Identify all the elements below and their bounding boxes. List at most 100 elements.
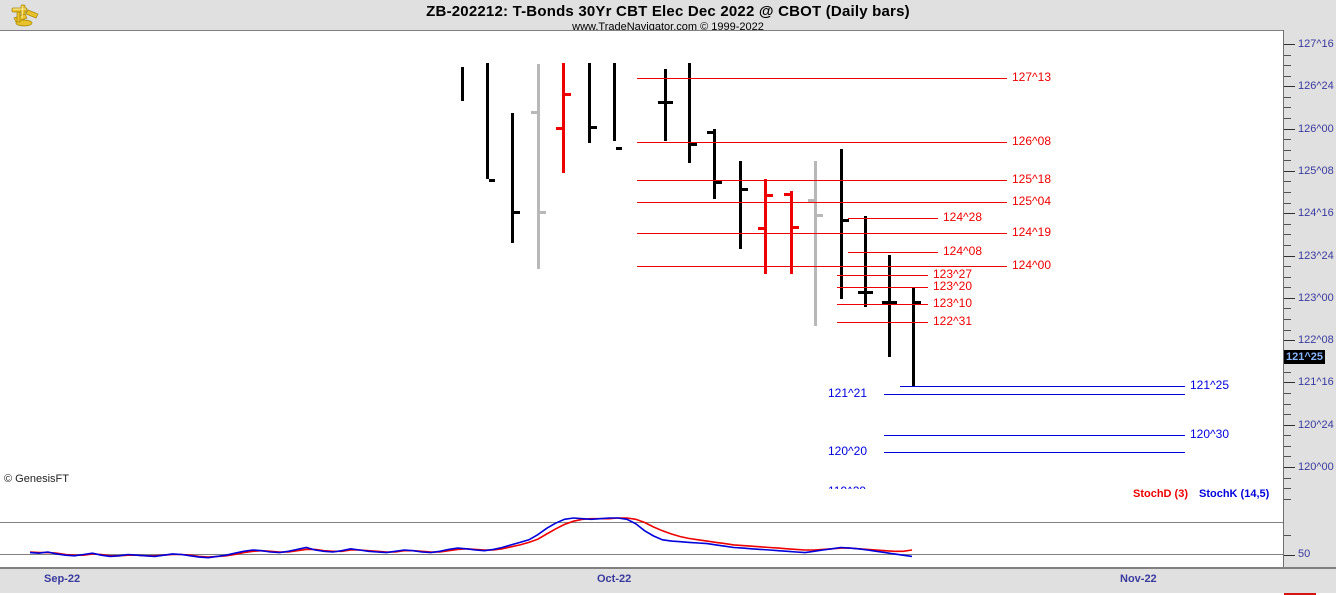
resistance-label: 124^28 [943,210,982,224]
cannon-logo-icon [11,4,39,27]
price-axis-minor-tick [1284,160,1291,161]
stochastic-indicator-pane[interactable]: StochD (3) StochK (14,5) [0,489,1283,568]
ohlc-close-tick [891,301,897,304]
price-axis-tick [1284,298,1295,299]
price-axis-minor-tick [1284,224,1291,225]
ohlc-bar [713,129,716,199]
resistance-line[interactable] [848,218,938,219]
resistance-line[interactable] [637,202,1007,203]
price-axis-label: 121^16 [1298,376,1334,388]
price-axis-minor-tick [1284,404,1291,405]
price-axis-minor-tick [1284,287,1291,288]
resistance-label: 127^13 [1012,70,1051,84]
resistance-line[interactable] [848,252,938,253]
ohlc-open-tick [808,199,814,202]
ohlc-bar [486,63,489,179]
price-axis-minor-tick [1284,139,1291,140]
date-axis-label: Sep-22 [44,573,81,585]
price-axis[interactable]: 127^16 126^24 126^00 125^08 124^16 123^24 123^… [1283,30,1336,595]
ohlc-open-tick [556,127,562,130]
ohlc-bar [511,113,514,243]
price-axis-minor-tick [1284,414,1291,415]
price-axis-minor-tick [1284,319,1291,320]
ohlc-bar [461,67,464,101]
resistance-line[interactable] [837,287,928,288]
support-line[interactable] [884,435,1185,436]
price-axis-tick [1284,171,1295,172]
support-line[interactable] [900,386,1185,387]
ohlc-close-tick [514,211,520,214]
resistance-line[interactable] [637,142,1007,143]
support-label: 119^29 [828,485,866,489]
date-axis-label: Oct-22 [597,573,632,585]
support-label: 120^20 [828,444,867,458]
ohlc-close-tick [716,181,722,184]
date-axis[interactable]: Sep-22 Oct-22 Nov-22 [0,567,1336,593]
ohlc-bar [688,63,691,163]
price-axis-minor-tick [1284,181,1291,182]
price-chart-pane[interactable]: 127^13 126^08 125^18 125^04 124^28 124^19 124^… [0,30,1283,490]
ohlc-close-tick [667,101,673,104]
resistance-line[interactable] [637,266,1007,267]
resistance-line[interactable] [637,78,1007,79]
resistance-line[interactable] [837,275,928,276]
ohlc-bar [613,63,616,141]
resistance-label: 125^04 [1012,194,1051,208]
ohlc-bar [790,191,793,274]
resistance-line[interactable] [637,233,1007,234]
ohlc-close-tick [742,188,748,191]
support-label: 121^25 [1190,378,1229,392]
stochastic-plot [29,517,913,559]
price-axis-label: 127^16 [1298,38,1334,50]
price-axis-minor-tick [1284,393,1291,394]
indicator-midline [0,522,1283,523]
price-axis-tick [1284,467,1295,468]
ohlc-open-tick [758,227,764,230]
resistance-line[interactable] [637,180,1007,181]
price-axis-minor-tick [1284,55,1291,56]
support-label: 120^30 [1190,427,1229,441]
price-axis-minor-tick [1284,65,1291,66]
ohlc-bar [912,287,915,387]
price-axis-tick [1284,425,1295,426]
price-axis-minor-tick [1284,488,1291,489]
ohlc-bar [537,64,540,269]
support-line[interactable] [884,452,1185,453]
resistance-line[interactable] [837,304,928,305]
price-axis-minor-tick [1284,76,1291,77]
ohlc-close-tick [691,143,697,146]
price-axis-minor-tick [1284,308,1291,309]
indicator-baseline [0,554,1283,555]
price-axis-minor-tick [1284,478,1291,479]
price-axis-label: 124^16 [1298,207,1334,219]
resistance-label: 123^27 [933,267,972,281]
resistance-label: 126^08 [1012,134,1051,148]
price-axis-tick [1284,44,1295,45]
price-axis-tick [1284,340,1295,341]
ohlc-close-tick [817,214,823,217]
price-axis-tick [1284,382,1295,383]
price-axis-minor-tick [1284,330,1291,331]
price-axis-minor-tick [1284,97,1291,98]
ohlc-close-tick [767,194,773,197]
resistance-label: 125^18 [1012,172,1051,186]
price-axis-label: 126^00 [1298,123,1334,135]
support-line[interactable] [884,394,1185,395]
ohlc-bar [764,179,767,274]
ohlc-close-tick [867,291,873,294]
ohlc-bar [739,161,742,249]
chart-header: ZB-202212: T-Bonds 30Yr CBT Elec Dec 202… [0,0,1336,33]
price-axis-tick [1284,86,1295,87]
ohlc-bar [864,216,867,307]
price-axis-minor-tick [1284,456,1291,457]
resistance-label: 124^19 [1012,225,1051,239]
ohlc-close-tick [565,93,571,96]
ohlc-open-tick [858,291,864,294]
price-axis-minor-tick [1284,446,1291,447]
resistance-line[interactable] [837,322,928,323]
support-label: 121^21 [828,386,867,400]
price-axis-label: 123^00 [1298,292,1334,304]
indicator-legend-strip [1120,488,1283,500]
price-axis-minor-tick [1284,245,1291,246]
